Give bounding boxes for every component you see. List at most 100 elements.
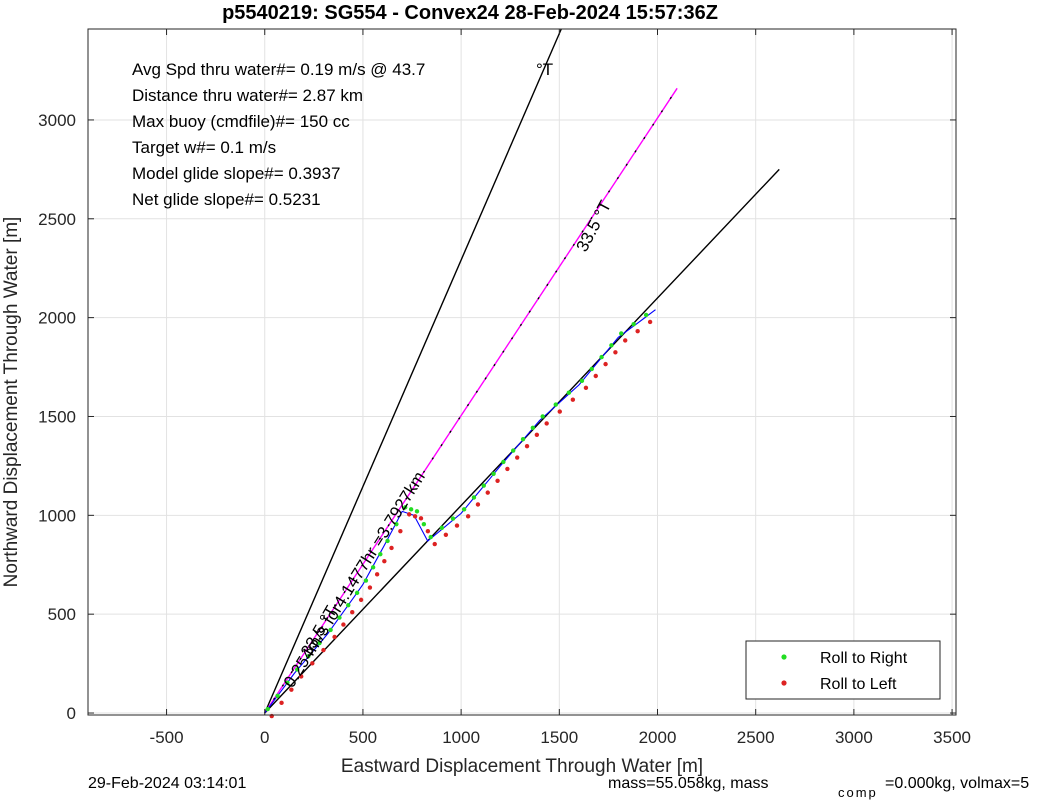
- roll-left-marker: [298, 674, 304, 679]
- roll-right-marker: [540, 414, 545, 419]
- x-axis-label: Eastward Displacement Through Water [m]: [341, 756, 703, 777]
- glider-track-path: [264, 309, 656, 714]
- roll-left-marker: [367, 585, 373, 590]
- roll-left-marker: [443, 532, 449, 538]
- roll-right-marker: [403, 505, 408, 510]
- rotated-labels: 33.5 °T0.254m/s for4.1477hr =3.7927km33.…: [280, 197, 615, 691]
- roll-left-marker: [557, 409, 562, 414]
- roll-left-marker: [635, 328, 640, 334]
- roll-right-marker: [265, 706, 270, 712]
- roll-left-marker: [534, 432, 540, 438]
- roll-right-marker: [619, 331, 624, 336]
- roll-left-marker: [321, 647, 326, 653]
- roll-right-marker: [414, 509, 420, 514]
- x-tick-label: 2000: [639, 728, 677, 747]
- roll-right-marker: [421, 521, 427, 527]
- roll-left-marker: [425, 528, 431, 534]
- roll-left-marker: [485, 490, 490, 495]
- roll-right-marker: [275, 693, 280, 699]
- y-tick-label: 3000: [38, 111, 76, 130]
- annotation-line: Avg Spd thru water#= 0.19 m/s @ 43.7: [132, 60, 425, 79]
- annotation-line: Distance thru water#= 2.87 km: [132, 86, 363, 105]
- x-tick-label: 3500: [933, 728, 971, 747]
- roll-right-marker: [481, 483, 486, 488]
- roll-left-marker: [418, 516, 424, 521]
- roll-left-marker: [475, 502, 481, 507]
- grid-lines: [88, 29, 956, 715]
- roll-right-marker: [643, 312, 649, 318]
- roll-right-marker: [599, 354, 604, 360]
- roll-right-marker: [394, 521, 399, 527]
- roll-right-marker: [328, 627, 333, 633]
- roll-right-marker: [285, 680, 290, 685]
- legend-label-roll-right: Roll to Right: [820, 650, 908, 667]
- annotation-degT: °T: [536, 60, 553, 79]
- x-tick-label: 500: [349, 728, 377, 747]
- roll-left-marker: [289, 687, 294, 692]
- roll-left-marker: [623, 338, 628, 343]
- roll-right-marker: [511, 448, 516, 453]
- roll-left-marker: [495, 478, 500, 483]
- roll-left-marker: [350, 610, 355, 615]
- y-tick-label: 500: [48, 605, 76, 624]
- roll-right-marker: [579, 378, 585, 384]
- roll-right-marker: [294, 667, 300, 672]
- roll-right-marker: [530, 425, 536, 431]
- roll-left-marker: [407, 512, 412, 517]
- legend-marker-roll-right: [781, 654, 787, 660]
- roll-left-marker: [374, 572, 380, 577]
- y-tick-label: 0: [67, 704, 76, 723]
- annotation-line: Net glide slope#= 0.5231: [132, 190, 321, 209]
- roll-right-marker: [385, 538, 390, 544]
- roll-left-marker: [593, 373, 598, 379]
- roll-left-marker: [332, 634, 337, 640]
- roll-left-marker: [524, 443, 530, 449]
- stats-annotations: Avg Spd thru water#= 0.19 m/s @ 43.7 °T …: [132, 60, 553, 209]
- roll-right-marker: [491, 471, 496, 476]
- roll-left-marker: [382, 558, 387, 564]
- y-tick-label: 1500: [38, 407, 76, 426]
- roll-right-marker: [450, 516, 456, 521]
- roll-right-marker: [520, 436, 526, 442]
- roll-markers: [265, 312, 653, 719]
- roll-right-marker: [461, 507, 467, 512]
- roll-right-marker: [609, 343, 614, 348]
- glider-track: [264, 309, 656, 714]
- roll-left-marker: [647, 319, 653, 325]
- roll-left-marker: [515, 455, 520, 460]
- roll-left-marker: [505, 466, 510, 472]
- roll-left-marker: [398, 528, 403, 534]
- roll-right-marker: [631, 321, 636, 327]
- y-tick-label: 1000: [38, 506, 76, 525]
- rotated-label-1: 33.5 °T: [572, 197, 615, 254]
- roll-left-marker: [454, 523, 460, 528]
- roll-right-marker: [317, 640, 322, 646]
- roll-left-marker: [341, 622, 346, 627]
- roll-left-marker: [570, 397, 576, 402]
- y-tick-label: 2500: [38, 210, 76, 229]
- roll-left-marker: [603, 361, 608, 367]
- roll-right-marker: [363, 578, 369, 583]
- roll-right-marker: [553, 402, 558, 407]
- roll-right-marker: [566, 390, 572, 395]
- legend: Roll to Right Roll to Left: [745, 640, 941, 700]
- x-tick-label: 0: [260, 728, 269, 747]
- legend-label-roll-left: Roll to Left: [820, 676, 897, 693]
- legend-box: [745, 640, 941, 700]
- roll-left-marker: [269, 713, 274, 719]
- roll-left-marker: [583, 385, 589, 391]
- roll-left-marker: [613, 350, 618, 355]
- annotation-line: Target w#= 0.1 m/s: [132, 138, 276, 157]
- footer-mass-subscript: comp: [838, 785, 878, 800]
- x-tick-label: 2500: [737, 728, 775, 747]
- roll-right-marker: [589, 366, 594, 372]
- footer-mass-comp: =0.000kg, volmax=5: [885, 775, 1029, 792]
- roll-right-marker: [408, 507, 414, 512]
- roll-left-marker: [412, 514, 418, 519]
- roll-right-marker: [306, 654, 311, 659]
- y-tick-label: 2000: [38, 309, 76, 328]
- roll-left-marker: [389, 545, 394, 551]
- x-tick-label: 3000: [835, 728, 873, 747]
- roll-left-marker: [310, 661, 315, 666]
